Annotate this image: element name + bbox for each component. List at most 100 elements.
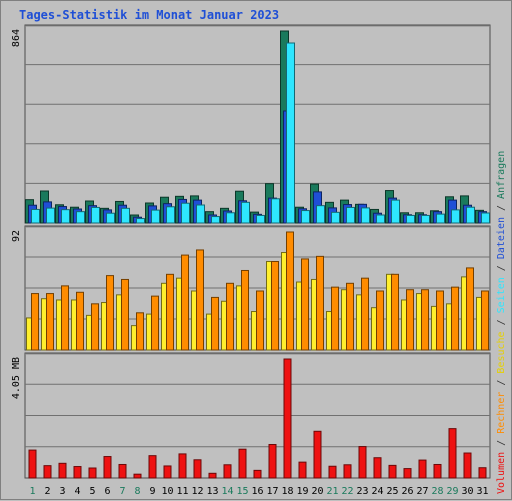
bar-rechner-day-16 xyxy=(256,290,264,351)
bar-volumen-day-31 xyxy=(478,467,487,479)
bar-seiten-day-24 xyxy=(376,214,385,224)
day-label: 13 xyxy=(206,486,218,497)
bar-volumen-day-2 xyxy=(43,465,52,479)
panel-bottom-max-label: 4.05 MB xyxy=(11,357,22,399)
legend-item: Seiten xyxy=(496,277,507,313)
bar-volumen-day-5 xyxy=(88,467,97,479)
bar-seiten-day-25 xyxy=(391,199,400,224)
bar-seiten-day-16 xyxy=(256,214,265,224)
bar-rechner-day-17 xyxy=(271,261,279,351)
legend-item: Rechner xyxy=(496,392,507,434)
bar-rechner-day-22 xyxy=(346,282,354,351)
legend-separator: / xyxy=(496,259,507,277)
day-label: 28 xyxy=(431,486,443,497)
bar-volumen-day-28 xyxy=(433,463,442,479)
bar-rechner-day-1 xyxy=(31,293,39,351)
bar-rechner-day-28 xyxy=(436,290,444,351)
panel-top-max-label: 864 xyxy=(11,29,22,47)
panel-top: 864 xyxy=(11,24,491,224)
panel-bottom: 4.05 MB xyxy=(11,352,491,479)
day-label: 19 xyxy=(296,486,308,497)
bar-seiten-day-7 xyxy=(121,207,130,224)
legend-item: Dateien xyxy=(496,217,507,259)
bar-seiten-day-22 xyxy=(346,206,355,224)
bar-seiten-day-9 xyxy=(151,209,160,224)
bar-seiten-day-8 xyxy=(136,218,145,224)
day-label: 5 xyxy=(89,486,95,497)
legend-item: Besuche xyxy=(496,331,507,373)
bar-seiten-day-15 xyxy=(241,201,250,224)
day-label: 12 xyxy=(191,486,203,497)
panel-middle: 92 xyxy=(11,225,491,351)
bar-volumen-day-17 xyxy=(268,444,277,479)
bar-seiten-day-28 xyxy=(436,213,445,224)
day-label: 22 xyxy=(341,486,353,497)
day-label: 16 xyxy=(251,486,263,497)
bar-volumen-day-20 xyxy=(313,430,322,479)
bar-seiten-day-3 xyxy=(61,209,70,224)
bar-rechner-day-15 xyxy=(241,269,249,351)
bar-rechner-day-31 xyxy=(481,290,489,351)
bar-rechner-day-4 xyxy=(76,291,84,351)
panel-middle-max-label: 92 xyxy=(11,230,22,242)
legend-item: Volumen xyxy=(496,452,507,494)
bar-volumen-day-6 xyxy=(103,456,112,479)
day-label: 14 xyxy=(221,486,233,497)
legend-separator: / xyxy=(496,199,507,217)
bar-rechner-day-8 xyxy=(136,312,144,351)
legend: Volumen / Rechner / Besuche / Seiten / D… xyxy=(496,151,507,494)
bar-seiten-day-17 xyxy=(271,198,280,224)
day-label: 24 xyxy=(371,486,383,497)
day-label: 31 xyxy=(476,486,488,497)
day-label: 7 xyxy=(119,486,125,497)
bar-volumen-day-24 xyxy=(373,457,382,479)
bar-seiten-day-18 xyxy=(286,42,295,224)
bar-volumen-day-30 xyxy=(463,452,472,479)
day-label: 6 xyxy=(104,486,110,497)
bar-volumen-day-12 xyxy=(193,459,202,479)
bar-volumen-day-1 xyxy=(28,449,37,479)
bar-seiten-day-12 xyxy=(196,204,205,224)
bar-seiten-day-20 xyxy=(316,205,325,224)
day-label: 4 xyxy=(74,486,80,497)
day-label: 18 xyxy=(281,486,293,497)
bar-volumen-day-15 xyxy=(238,448,247,479)
bar-volumen-day-19 xyxy=(298,461,307,479)
legend-separator: / xyxy=(496,313,507,331)
bar-rechner-day-23 xyxy=(361,277,369,351)
day-label: 3 xyxy=(59,486,65,497)
bar-volumen-day-10 xyxy=(163,465,172,479)
day-label: 11 xyxy=(176,486,188,497)
bar-seiten-day-19 xyxy=(301,210,310,224)
bar-seiten-day-30 xyxy=(466,206,475,224)
legend-item: Anfragen xyxy=(496,151,507,199)
bar-volumen-day-13 xyxy=(208,472,217,479)
bar-volumen-day-16 xyxy=(253,469,262,479)
day-label: 9 xyxy=(149,486,155,497)
bar-rechner-day-21 xyxy=(331,286,339,351)
bar-seiten-day-26 xyxy=(406,214,415,224)
bar-seiten-day-10 xyxy=(166,206,175,224)
bar-rechner-day-10 xyxy=(166,273,174,351)
bar-rechner-day-24 xyxy=(376,290,384,351)
day-label: 2 xyxy=(44,486,50,497)
bar-rechner-day-18 xyxy=(286,231,294,351)
bar-rechner-day-11 xyxy=(181,254,189,351)
bar-volumen-day-4 xyxy=(73,466,82,479)
bar-seiten-day-31 xyxy=(481,212,490,224)
day-label: 10 xyxy=(161,486,173,497)
bar-volumen-day-23 xyxy=(358,446,367,479)
bar-rechner-day-2 xyxy=(46,293,54,351)
bar-rechner-day-14 xyxy=(226,282,234,351)
bar-volumen-day-18 xyxy=(283,358,292,479)
bar-seiten-day-13 xyxy=(211,216,220,224)
day-label: 23 xyxy=(356,486,368,497)
bar-rechner-day-13 xyxy=(211,296,219,351)
bar-seiten-day-29 xyxy=(451,209,460,224)
bar-rechner-day-19 xyxy=(301,258,309,351)
legend-separator: / xyxy=(496,434,507,452)
bar-volumen-day-21 xyxy=(328,465,337,479)
bar-seiten-day-6 xyxy=(106,212,115,224)
bar-volumen-day-26 xyxy=(403,468,412,479)
